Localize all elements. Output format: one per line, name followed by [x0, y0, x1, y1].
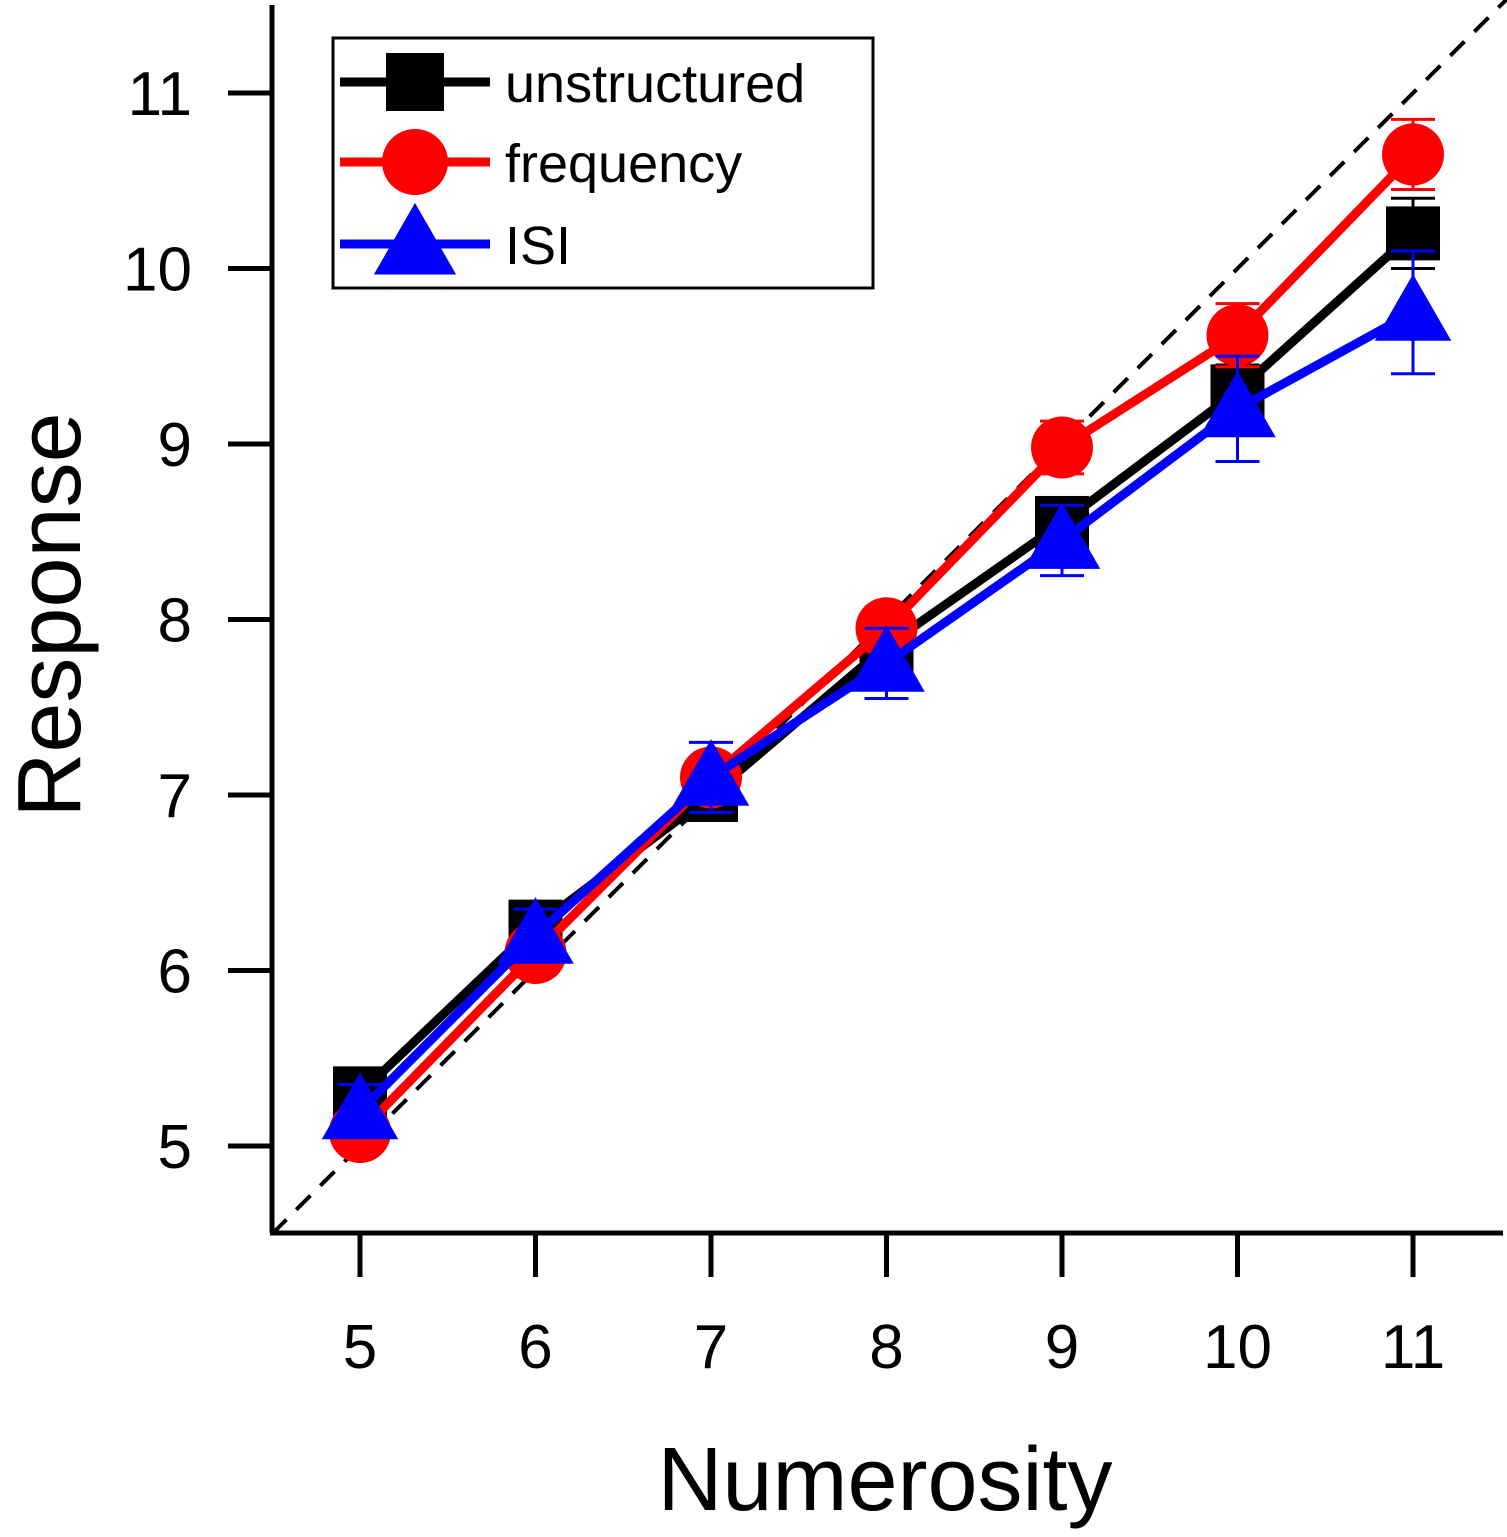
axes: 5 6 7 8 9 10 11 5 6 7 8 9 10 11 [123, 5, 1503, 1382]
data-point [1374, 274, 1452, 341]
y-tick-label: 10 [123, 236, 192, 305]
x-tick-label: 7 [694, 1313, 728, 1382]
y-tick-label: 11 [128, 60, 192, 129]
legend-label: unstructured [505, 54, 805, 114]
data-point [321, 1072, 399, 1140]
data-point [382, 129, 448, 195]
legend-label: ISI [505, 216, 571, 276]
x-tick-label: 6 [518, 1313, 552, 1382]
x-tick-label: 9 [1045, 1313, 1079, 1382]
y-tick-label: 7 [158, 762, 192, 831]
data-point [386, 53, 444, 111]
x-axis-label: Numerosity [657, 1430, 1112, 1530]
legend-item-frequency: frequency [340, 129, 742, 195]
data-point [1031, 416, 1093, 479]
y-tick-label: 6 [158, 938, 192, 1007]
x-tick-label: 10 [1203, 1313, 1272, 1382]
legend-item-unstructured: unstructured [340, 53, 805, 114]
x-tick-label: 5 [343, 1313, 377, 1382]
y-tick-label: 5 [158, 1113, 192, 1182]
data-point [672, 739, 750, 806]
data-point [373, 202, 457, 275]
data-series [321, 117, 1452, 1163]
legend: unstructured frequency ISI [331, 36, 875, 290]
legend-label: frequency [505, 134, 742, 194]
data-point [848, 625, 925, 692]
data-point [1199, 370, 1276, 438]
data-point [497, 897, 574, 964]
legend-item-isi: ISI [340, 202, 571, 276]
y-tick-label: 9 [158, 411, 192, 480]
data-point [1023, 502, 1101, 569]
series-isi [321, 249, 1452, 1140]
x-tick-label: 11 [1381, 1313, 1445, 1382]
data-point [1382, 123, 1444, 186]
y-axis-label: Response [0, 412, 100, 817]
data-point [1206, 304, 1269, 367]
x-tick-label: 8 [869, 1313, 903, 1382]
y-tick-label: 8 [158, 587, 192, 656]
